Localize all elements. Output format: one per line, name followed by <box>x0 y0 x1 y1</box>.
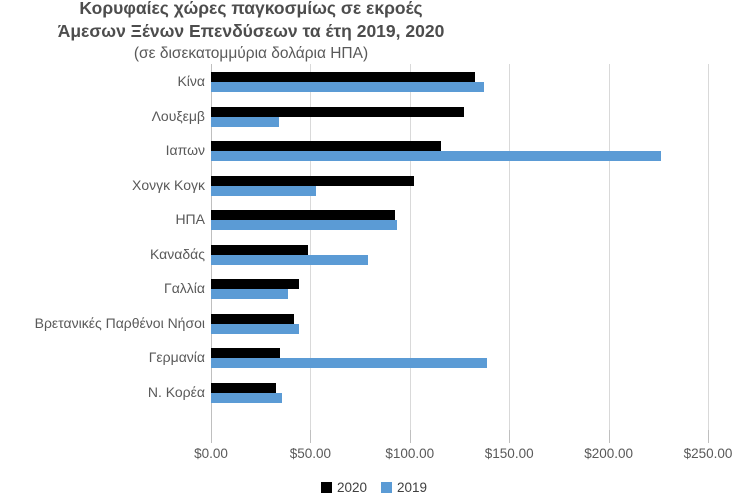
category-label: Γερμανία <box>148 349 205 365</box>
bar-2019 <box>211 185 317 196</box>
gridline <box>509 64 511 430</box>
bar-2020 <box>211 210 396 220</box>
tick-mark <box>509 430 511 443</box>
chart-subtitle: (σε δισεκατομμύρια δολάρια ΗΠΑ) <box>133 45 369 62</box>
tick-mark <box>608 430 610 443</box>
tick-mark <box>708 430 709 443</box>
bar-2020 <box>211 244 308 255</box>
category-label: Λουξεμβ <box>151 107 205 124</box>
plot-area <box>211 64 709 443</box>
legend-label: 2019 <box>397 480 428 495</box>
gridline <box>310 64 312 430</box>
bar-2020 <box>211 382 276 393</box>
x-tick-label: $200.00 <box>584 446 633 461</box>
x-tick-label: $50.00 <box>289 446 332 461</box>
category-label: Κίνα <box>177 73 205 89</box>
chart-title: Κορυφαίες χώρες παγκοσμίως σε εκροές Άμε… <box>0 0 502 64</box>
bar-2020 <box>211 141 441 151</box>
tick-mark <box>310 430 312 443</box>
bar-2019 <box>211 116 279 127</box>
bar-2020 <box>211 313 295 324</box>
tick-mark <box>409 430 411 443</box>
x-tick-label: $150.00 <box>484 446 534 461</box>
bar-2019 <box>211 254 368 265</box>
x-tick-label: $100.00 <box>385 446 435 461</box>
bar-2020 <box>211 348 281 358</box>
bar-2019 <box>211 289 288 299</box>
bar-2019 <box>211 220 398 230</box>
bar-2020 <box>211 175 414 186</box>
category-label: Βρετανικές Παρθένοι Νήσοι <box>34 314 205 331</box>
tick-mark <box>211 430 212 443</box>
legend-label: 2020 <box>336 480 367 495</box>
category-label: Ν. Κορέα <box>147 383 205 400</box>
category-label: Γαλλία <box>163 280 205 296</box>
chart-title-line-2: Άμεσων Ξένων Επενδύσεων τα έτη 2019, 202… <box>57 21 445 41</box>
legend-swatch-icon <box>381 482 392 493</box>
legend-item-2019: 2019 <box>381 480 427 495</box>
bar-2019 <box>211 82 484 92</box>
bar-2019 <box>211 392 282 403</box>
chart-title-line-1: Κορυφαίες χώρες παγκοσμίως σε εκροές <box>79 0 423 18</box>
legend-swatch-icon <box>320 482 332 493</box>
x-tick-label: $0.00 <box>194 446 228 461</box>
bar-2019 <box>211 151 662 161</box>
category-axis: Κίνα Λουξεμβ Ιαπων Χονγκ Κογκ ΗΠΑ Καναδάς Γαλλ… <box>0 64 205 430</box>
bar-2019 <box>211 358 488 368</box>
category-label: Χονγκ Κογκ <box>132 176 205 193</box>
category-label: Καναδάς <box>150 245 205 262</box>
gridline <box>708 64 709 430</box>
legend-item-2020: 2020 <box>320 480 367 495</box>
bar-2020 <box>211 279 299 289</box>
category-label: Ιαπων <box>165 142 205 158</box>
gridline <box>409 64 411 430</box>
category-label: ΗΠΑ <box>175 211 205 227</box>
legend: 2020 2019 <box>0 480 748 495</box>
bar-2019 <box>211 323 300 334</box>
gridline <box>608 64 610 430</box>
x-tick-label: $250.00 <box>683 446 733 461</box>
bar-2020 <box>211 106 464 117</box>
bar-2020 <box>211 72 476 82</box>
